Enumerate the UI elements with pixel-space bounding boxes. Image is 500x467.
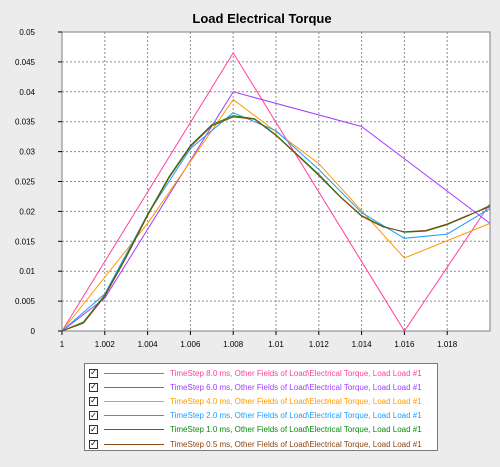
legend-checkbox[interactable]: ✓	[89, 410, 98, 421]
legend-label: TimeStep 1.0 ms, Other Fields of Load\El…	[170, 425, 422, 435]
y-tick-label: 0.045	[15, 58, 36, 67]
x-tick-label: 1.006	[180, 340, 201, 349]
y-tick-label: 0.005	[15, 297, 36, 306]
legend: ✓ TimeStep 8.0 ms, Other Fields of Load\E…	[84, 363, 438, 451]
legend-item: ✓ TimeStep 0.5 ms, Other Fields of Load\E…	[89, 437, 437, 451]
y-tick-label: 0.035	[15, 118, 36, 127]
y-tick-label: 0.015	[15, 237, 36, 246]
y-tick-label: 0	[31, 327, 36, 336]
legend-swatch	[104, 386, 164, 388]
legend-checkbox[interactable]: ✓	[89, 368, 98, 378]
series-line-1	[61, 51, 491, 332]
legend-label: TimeStep 6.0 ms, Other Fields of Load\El…	[170, 382, 422, 392]
legend-item: ✓ TimeStep 2.0 ms, Other Fields of Load\E…	[89, 409, 437, 423]
legend-swatch	[104, 400, 164, 402]
legend-item: ✓ TimeStep 1.0 ms, Other Fields of Load\E…	[89, 423, 437, 437]
x-tick-label: 1.016	[394, 340, 415, 349]
x-tick-label: 1.012	[309, 340, 330, 349]
grid-lines	[62, 32, 490, 331]
y-tick-label: 0.03	[19, 148, 35, 157]
y-tick-label: 0.04	[19, 88, 35, 97]
legend-label: TimeStep 4.0 ms, Other Fields of Load\El…	[170, 396, 422, 406]
legend-swatch	[104, 443, 164, 445]
legend-label: TimeStep 8.0 ms, Other Fields of Load\El…	[170, 368, 422, 378]
x-tick-label: 1.018	[437, 340, 458, 349]
y-tick-label: 0.05	[19, 28, 35, 37]
axis-ticks: 1 1.002 1.004 1.006 1.008 1.01 1.012 1.014 1.016…	[15, 28, 458, 349]
x-tick-label: 1	[60, 340, 65, 349]
series-line-6	[61, 116, 491, 332]
legend-item: ✓ TimeStep 8.0 ms, Other Fields of Load\E…	[89, 366, 437, 380]
series-line-4	[61, 112, 491, 332]
series-lines	[61, 51, 491, 332]
legend-checkbox[interactable]: ✓	[89, 382, 98, 392]
chart-title: Load Electrical Torque	[192, 11, 331, 26]
series-line-2	[61, 91, 491, 332]
legend-swatch	[104, 415, 164, 417]
x-tick-label: 1.008	[223, 340, 244, 349]
y-tick-label: 0.025	[15, 178, 36, 187]
x-tick-label: 1.01	[268, 340, 284, 349]
legend-swatch	[104, 429, 164, 431]
y-tick-label: 0.01	[19, 267, 35, 276]
legend-checkbox[interactable]: ✓	[89, 439, 98, 449]
legend-checkbox[interactable]: ✓	[89, 424, 98, 435]
legend-item: ✓ TimeStep 6.0 ms, Other Fields of Load\E…	[89, 380, 437, 394]
legend-label: TimeStep 2.0 ms, Other Fields of Load\El…	[170, 411, 422, 421]
y-tick-label: 0.02	[19, 207, 35, 216]
legend-checkbox[interactable]: ✓	[89, 396, 98, 406]
x-tick-label: 1.014	[352, 340, 373, 349]
legend-swatch	[104, 372, 164, 374]
legend-item: ✓ TimeStep 4.0 ms, Other Fields of Load\E…	[89, 394, 437, 408]
legend-label: TimeStep 0.5 ms, Other Fields of Load\El…	[170, 439, 422, 449]
x-tick-label: 1.004	[138, 340, 159, 349]
x-tick-label: 1.002	[95, 340, 116, 349]
